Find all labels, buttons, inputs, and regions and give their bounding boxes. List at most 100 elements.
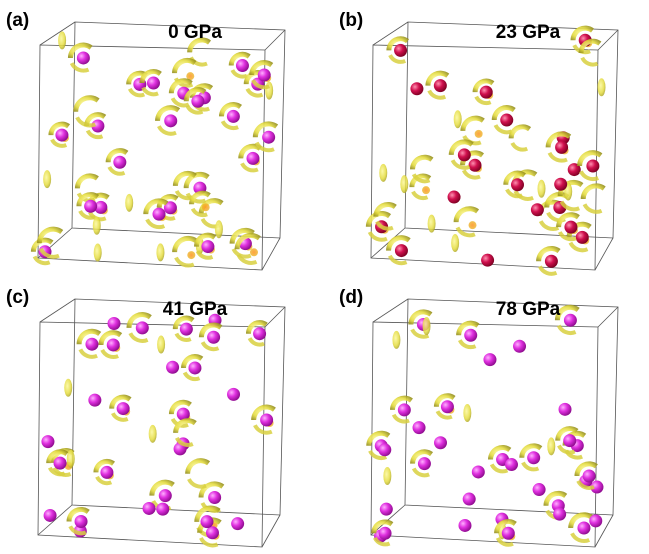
atom <box>576 231 589 244</box>
electron-blob <box>423 317 431 335</box>
cube-edge <box>40 299 75 322</box>
atom <box>258 69 271 82</box>
atom <box>227 110 240 123</box>
electron-blob <box>400 175 408 193</box>
atom <box>136 321 149 334</box>
atom <box>472 465 485 478</box>
atom <box>253 327 266 340</box>
atom <box>200 515 213 528</box>
atom <box>481 254 494 267</box>
panel: (b) 23 GPa <box>339 10 618 274</box>
electron-blob <box>451 234 459 252</box>
atom <box>166 361 179 374</box>
electron-blob <box>156 243 164 261</box>
atom <box>463 493 476 506</box>
atom <box>483 353 496 366</box>
electron-blob <box>463 404 471 422</box>
atom <box>236 59 249 72</box>
electron-shell <box>77 176 97 188</box>
atom <box>147 77 160 90</box>
atom <box>188 361 201 374</box>
atom <box>500 114 513 127</box>
cube-edge <box>265 307 285 327</box>
atom <box>434 79 447 92</box>
panel-label: (a) <box>6 10 29 31</box>
atom <box>511 178 524 191</box>
cube-edge <box>373 299 408 322</box>
atom <box>448 191 461 204</box>
panel-title: 78 GPa <box>496 299 561 320</box>
cube-edge <box>40 22 75 45</box>
panel: (d)78 GPa <box>339 287 618 547</box>
atom <box>413 421 426 434</box>
atom <box>555 141 568 154</box>
electron-shell <box>188 461 209 474</box>
electron-core <box>475 130 483 138</box>
electron-blob <box>43 170 51 188</box>
atom <box>434 436 447 449</box>
panel-title: 23 GPa <box>496 22 561 43</box>
panel: (c)41 GPa <box>6 287 285 547</box>
electron-core <box>469 221 477 229</box>
electron-blob <box>94 244 102 262</box>
atom <box>55 129 68 142</box>
atom <box>533 483 546 496</box>
atom <box>107 338 120 351</box>
electron-shell <box>581 171 598 179</box>
atom <box>464 329 477 342</box>
atom <box>227 388 240 401</box>
cube-edge <box>595 238 613 270</box>
panel: (a) 0 GPa <box>6 10 285 270</box>
electron-shell <box>541 221 559 229</box>
atom <box>44 509 57 522</box>
electron-shell <box>429 91 445 98</box>
panel-label: (b) <box>339 10 363 31</box>
atom <box>191 95 204 108</box>
electron-shell <box>175 60 195 73</box>
electron-shell <box>175 238 197 252</box>
electron-blob <box>93 217 101 235</box>
atom <box>553 508 566 521</box>
atom <box>246 152 259 165</box>
atom <box>231 517 244 530</box>
atom <box>117 402 130 415</box>
cube-edge <box>262 515 280 547</box>
panel-title: 0 GPa <box>168 22 222 43</box>
atom <box>559 403 572 416</box>
cube-edge <box>262 238 280 270</box>
electron-shell <box>585 204 602 212</box>
atom <box>394 44 407 57</box>
electron-blob <box>547 437 555 455</box>
electron-shell <box>572 533 589 541</box>
atom <box>480 86 493 99</box>
atom <box>589 514 602 527</box>
electron-shell <box>130 333 147 341</box>
atom <box>513 340 526 353</box>
atom <box>545 255 558 268</box>
atom <box>41 435 54 448</box>
atom <box>577 521 590 534</box>
atom <box>441 400 454 413</box>
atom <box>469 159 482 172</box>
atom <box>84 200 97 213</box>
electron-blob <box>392 331 400 349</box>
electron-shell <box>456 209 477 222</box>
atom <box>395 244 408 257</box>
electron-blob <box>379 164 387 182</box>
electron-core <box>187 251 195 259</box>
atom <box>531 203 544 216</box>
electron-shell <box>495 125 511 132</box>
atom <box>410 82 423 95</box>
atom <box>206 526 219 539</box>
atom <box>207 331 220 344</box>
electron-shell <box>159 126 176 134</box>
electron-blob <box>383 467 391 485</box>
cube-edge <box>598 307 618 327</box>
atom <box>586 160 599 173</box>
cube-edge <box>598 30 618 50</box>
atom <box>164 114 177 127</box>
atom <box>180 323 193 336</box>
atom <box>398 403 411 416</box>
electron-blob <box>454 110 462 128</box>
atom <box>563 434 576 447</box>
